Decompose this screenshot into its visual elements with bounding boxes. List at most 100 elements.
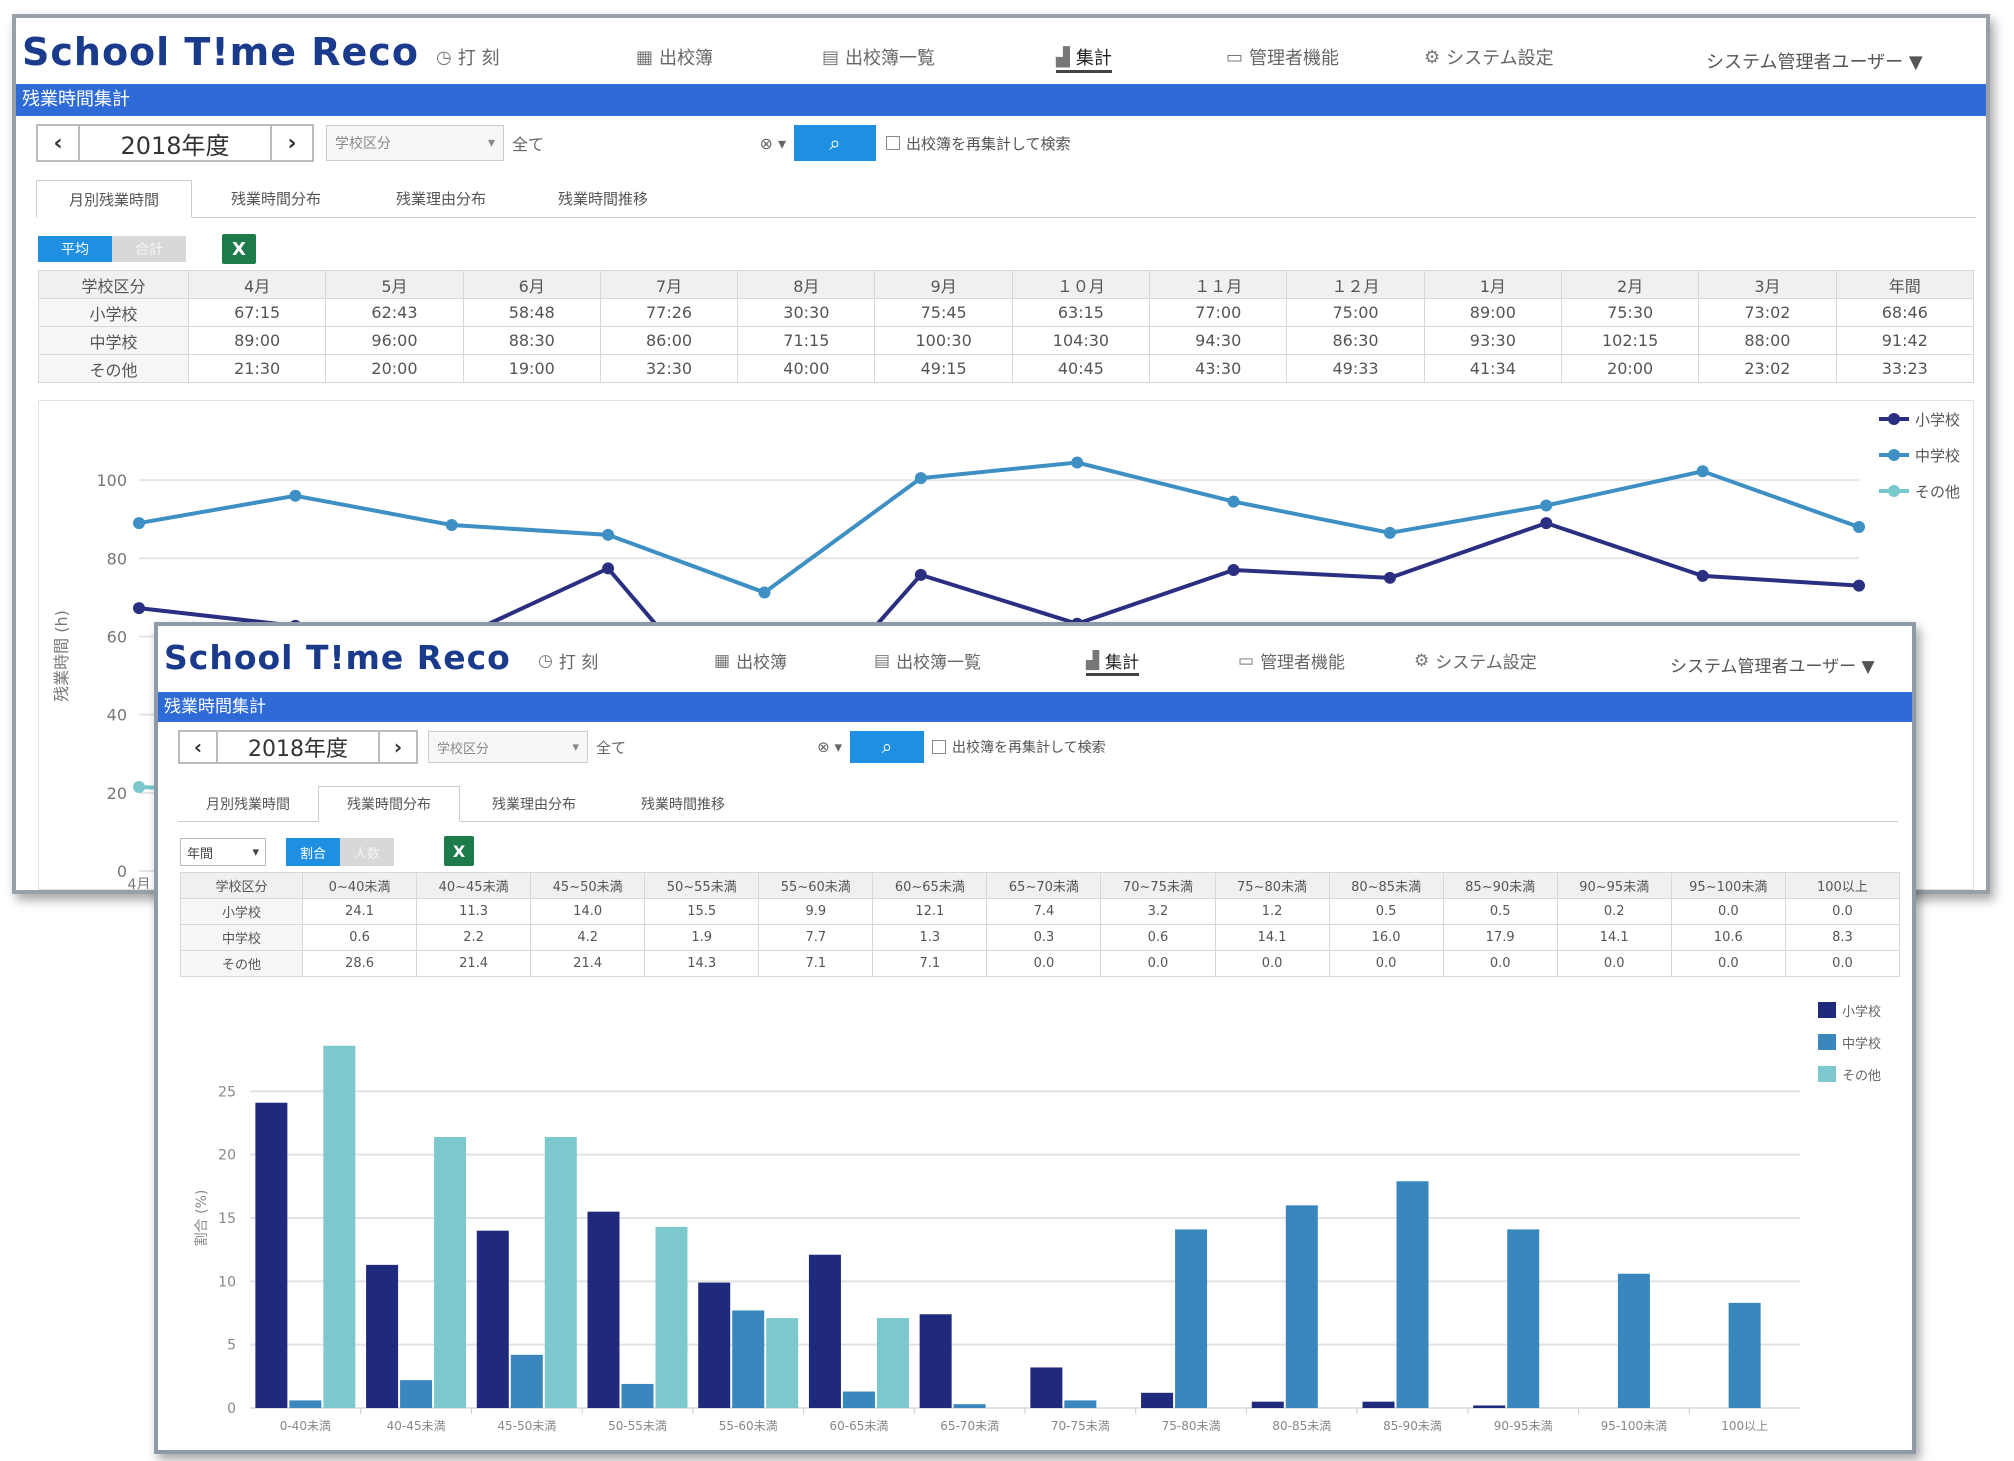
prev-year-button[interactable]: ‹ [178, 730, 218, 764]
nav-item-summary[interactable]: ▟ 集計 [1056, 44, 1112, 73]
table-cell: 0.6 [1100, 924, 1216, 951]
clear-icon[interactable]: ⊗ ▾ [817, 738, 842, 756]
bar [323, 1045, 356, 1408]
tab-reason-distribution[interactable]: 残業理由分布 [395, 190, 486, 208]
data-point [914, 472, 927, 485]
chevron-down-icon: ▾ [487, 135, 495, 151]
row-header: 小学校 [180, 898, 303, 925]
table-cell: 89:00 [187, 326, 327, 355]
tab-reason-distribution[interactable]: 残業理由分布 [492, 796, 576, 813]
tab-overtime-trend[interactable]: 残業時間推移 [557, 190, 648, 208]
filter-input[interactable]: 全て ⊗ ▾ [504, 125, 794, 161]
table-cell: 0.6 [301, 924, 418, 951]
app-logo: School T!me Reco [164, 638, 511, 677]
table-cell: 32:30 [599, 354, 739, 383]
table-cell: 75:00 [1286, 298, 1425, 327]
search-button[interactable]: ⌕ [850, 731, 924, 763]
data-point [133, 517, 145, 530]
table-cell: 7.1 [758, 950, 874, 977]
nav-item-attendance-list[interactable]: ▤ 出校簿一覧 [822, 44, 935, 70]
y-tick-label: 5 [227, 1338, 236, 1354]
table-cell: 0.2 [1556, 898, 1672, 925]
y-tick-label: 100 [96, 471, 127, 490]
nav-item-punch[interactable]: ◷ 打 刻 [538, 648, 598, 674]
table-cell: 0.0 [1328, 950, 1444, 977]
row-header: 小学校 [38, 298, 189, 327]
table-cell: 40:45 [1011, 354, 1151, 383]
tab-monthly-overtime[interactable]: 月別残業時間 [36, 180, 192, 218]
tab-overtime-distribution[interactable]: 残業時間分布 [318, 786, 460, 822]
nav-item-punch[interactable]: ◷ 打 刻 [436, 44, 499, 70]
table-cell: 21.4 [416, 950, 532, 977]
clock-icon: ◷ [538, 650, 553, 671]
table-cell: 10.6 [1670, 924, 1786, 951]
prev-year-button[interactable]: ‹ [36, 124, 80, 162]
table-cell: 24.1 [301, 898, 418, 925]
y-tick-label: 20 [218, 1148, 236, 1164]
bar-chart-icon: ▟ [1056, 46, 1070, 68]
nav-item-summary[interactable]: ▟ 集計 [1086, 648, 1140, 676]
clock-icon: ◷ [436, 46, 452, 68]
tab-overtime-distribution[interactable]: 残業時間分布 [230, 190, 321, 208]
toggle-ratio[interactable]: 割合 [286, 838, 340, 866]
data-point [445, 519, 458, 532]
next-year-button[interactable]: › [378, 730, 418, 764]
checkbox-box[interactable] [932, 740, 946, 754]
data-point [1071, 456, 1084, 469]
fiscal-year: 2018年度 [80, 124, 270, 162]
toggle-total[interactable]: 合計 [112, 236, 186, 262]
search-button[interactable]: ⌕ [794, 125, 876, 161]
table-cell: 41:34 [1423, 354, 1562, 383]
column-header: １１月 [1149, 270, 1288, 299]
nav-item-admin[interactable]: ▭ 管理者機能 [1238, 648, 1345, 674]
nav-item-admin[interactable]: ▭ 管理者機能 [1226, 44, 1339, 70]
user-menu[interactable]: システム管理者ユーザー ▼ [1670, 657, 1875, 677]
period-select[interactable]: 年間 ▾ [180, 838, 266, 866]
table-cell: 30:30 [737, 298, 876, 327]
bar [1396, 1181, 1429, 1408]
nav-item-system-settings[interactable]: ⚙ システム設定 [1414, 648, 1537, 674]
table-cell: 0.0 [1670, 950, 1786, 977]
table-cell: 2.2 [416, 924, 532, 951]
page-title: 残業時間集計 [16, 84, 1986, 116]
data-point [1696, 569, 1709, 582]
table-cell: 0.0 [1784, 950, 1901, 977]
table-cell: 86:00 [599, 326, 739, 355]
recount-checkbox[interactable]: 出校簿を再集計して検索 [932, 737, 1106, 757]
nav-item-system-settings[interactable]: ⚙ システム設定 [1424, 44, 1554, 70]
column-header: 5月 [325, 270, 464, 299]
user-menu[interactable]: システム管理者ユーザー ▼ [1706, 52, 1923, 73]
table-cell: 75:45 [874, 298, 1013, 327]
excel-export-icon[interactable]: X [222, 234, 256, 264]
calendar-icon: ▦ [636, 46, 654, 68]
recount-label: 出校簿を再集計して検索 [906, 134, 1071, 153]
checkbox-box[interactable] [886, 136, 900, 150]
bar [766, 1318, 799, 1408]
y-tick-label: 0 [227, 1401, 236, 1417]
column-header: 45~50未満 [530, 872, 646, 899]
data-point [1383, 571, 1396, 584]
bar [732, 1310, 765, 1408]
toggle-headcount[interactable]: 人数 [340, 838, 394, 866]
table-cell: 89:00 [1423, 298, 1562, 327]
tab-monthly-overtime[interactable]: 月別残業時間 [206, 796, 290, 813]
school-type-select[interactable]: 学校区分 ▾ [428, 731, 588, 763]
toggle-average[interactable]: 平均 [38, 236, 112, 262]
chevron-down-icon: ▾ [572, 739, 579, 755]
table-cell: 40:00 [737, 354, 876, 383]
bar [1617, 1273, 1650, 1408]
nav-item-attendance[interactable]: ▦ 出校簿 [714, 648, 787, 674]
next-year-button[interactable]: › [270, 124, 314, 162]
table-cell: 1.2 [1214, 898, 1330, 925]
nav-item-attendance[interactable]: ▦ 出校簿 [636, 44, 713, 70]
school-type-select[interactable]: 学校区分 ▾ [326, 125, 504, 161]
bar [1362, 1401, 1395, 1408]
display-toggle: 割合 人数 [286, 838, 394, 866]
tab-overtime-trend[interactable]: 残業時間推移 [641, 796, 725, 813]
filter-input[interactable]: 全て ⊗ ▾ [588, 731, 850, 763]
bar [1728, 1302, 1761, 1408]
nav-item-attendance-list[interactable]: ▤ 出校簿一覧 [874, 648, 981, 674]
clear-icon[interactable]: ⊗ ▾ [759, 133, 786, 153]
recount-checkbox[interactable]: 出校簿を再集計して検索 [886, 133, 1071, 154]
excel-export-icon[interactable]: X [444, 836, 474, 866]
